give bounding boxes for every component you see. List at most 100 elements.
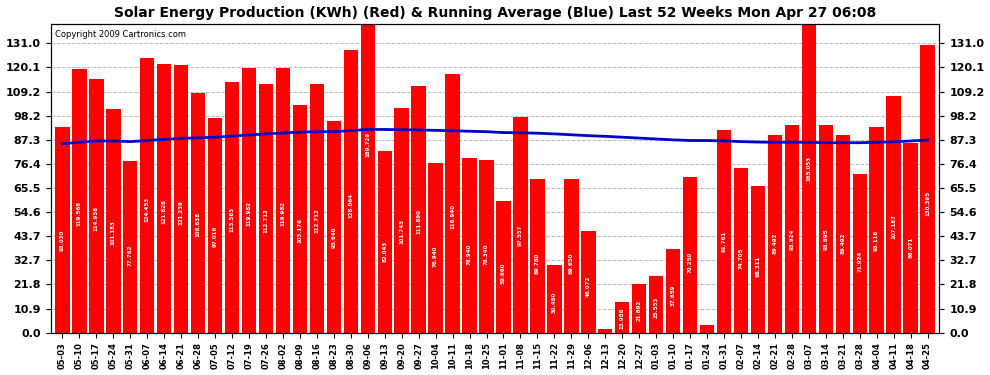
Text: 78.340: 78.340: [484, 244, 489, 266]
Bar: [462, 158, 477, 333]
Bar: [852, 174, 867, 333]
Bar: [683, 177, 697, 333]
Bar: [869, 127, 884, 333]
Bar: [191, 93, 205, 333]
Bar: [886, 96, 901, 333]
Bar: [72, 69, 86, 333]
Bar: [750, 186, 765, 333]
Bar: [225, 82, 240, 333]
Text: 69.780: 69.780: [535, 253, 540, 274]
Text: 93.030: 93.030: [60, 230, 65, 251]
Bar: [157, 64, 171, 333]
Bar: [700, 325, 714, 333]
Text: 112.712: 112.712: [315, 208, 320, 233]
Bar: [802, 0, 816, 333]
Bar: [360, 0, 375, 333]
Text: 97.016: 97.016: [213, 226, 218, 247]
Bar: [767, 135, 782, 333]
Bar: [734, 168, 748, 333]
Bar: [649, 276, 663, 333]
Bar: [327, 122, 341, 333]
Text: 111.890: 111.890: [416, 209, 421, 234]
Bar: [496, 201, 511, 333]
Text: 71.924: 71.924: [857, 251, 862, 272]
Text: 30.480: 30.480: [551, 292, 557, 313]
Bar: [446, 74, 459, 333]
Text: 25.553: 25.553: [653, 297, 658, 318]
Text: 46.072: 46.072: [586, 276, 591, 297]
Text: 37.659: 37.659: [670, 284, 675, 306]
Bar: [513, 117, 528, 333]
Text: 130.395: 130.395: [925, 190, 930, 216]
Bar: [89, 79, 104, 333]
Text: 95.640: 95.640: [332, 227, 337, 248]
Bar: [344, 50, 358, 333]
Text: 101.743: 101.743: [399, 219, 404, 244]
Text: 165.053: 165.053: [806, 156, 812, 181]
Bar: [921, 45, 935, 333]
Text: 107.187: 107.187: [891, 214, 896, 238]
Bar: [208, 118, 223, 333]
Bar: [632, 284, 646, 333]
Text: 77.762: 77.762: [128, 244, 133, 266]
Bar: [547, 265, 561, 333]
Text: 13.988: 13.988: [620, 308, 625, 329]
Text: 82.043: 82.043: [382, 240, 387, 262]
Bar: [785, 125, 799, 333]
Text: 93.895: 93.895: [824, 228, 829, 250]
Text: 189.729: 189.729: [365, 132, 370, 157]
Bar: [904, 142, 918, 333]
Bar: [394, 108, 409, 333]
Text: 89.492: 89.492: [841, 233, 845, 254]
Bar: [717, 130, 732, 333]
Bar: [531, 178, 544, 333]
Text: 113.565: 113.565: [230, 207, 235, 232]
Bar: [581, 231, 596, 333]
Text: 91.761: 91.761: [722, 231, 727, 252]
Text: 103.176: 103.176: [297, 217, 302, 243]
Text: 119.568: 119.568: [77, 201, 82, 226]
Text: 121.828: 121.828: [161, 199, 166, 224]
Text: 97.557: 97.557: [518, 225, 523, 246]
Text: 101.183: 101.183: [111, 220, 116, 245]
Bar: [836, 135, 850, 333]
Bar: [276, 68, 290, 333]
Title: Solar Energy Production (KWh) (Red) & Running Average (Blue) Last 52 Weeks Mon A: Solar Energy Production (KWh) (Red) & Ru…: [114, 6, 876, 20]
Bar: [242, 68, 256, 333]
Text: 119.982: 119.982: [280, 201, 285, 226]
Bar: [310, 84, 324, 333]
Text: 78.940: 78.940: [467, 243, 472, 265]
Text: 121.239: 121.239: [178, 200, 184, 225]
Bar: [258, 84, 273, 333]
Text: 74.705: 74.705: [739, 248, 743, 269]
Text: 21.892: 21.892: [637, 300, 642, 321]
Bar: [598, 329, 613, 333]
Text: 70.250: 70.250: [688, 252, 693, 273]
Bar: [819, 125, 833, 333]
Text: 119.982: 119.982: [247, 201, 251, 226]
Text: 124.453: 124.453: [145, 196, 149, 222]
Text: 114.958: 114.958: [94, 206, 99, 231]
Text: 116.940: 116.940: [450, 204, 455, 229]
Text: 69.650: 69.650: [569, 253, 574, 274]
Bar: [429, 163, 443, 333]
Text: 93.924: 93.924: [789, 229, 794, 250]
Bar: [174, 65, 188, 333]
Text: 59.660: 59.660: [501, 262, 506, 284]
Bar: [106, 109, 121, 333]
Bar: [377, 152, 392, 333]
Bar: [666, 249, 680, 333]
Bar: [615, 302, 630, 333]
Text: 89.492: 89.492: [772, 233, 777, 254]
Text: 112.712: 112.712: [263, 208, 268, 233]
Bar: [479, 160, 494, 333]
Bar: [564, 179, 578, 333]
Bar: [123, 161, 138, 333]
Text: 93.118: 93.118: [874, 230, 879, 251]
Bar: [55, 127, 69, 333]
Bar: [293, 105, 307, 333]
Text: 128.064: 128.064: [348, 193, 353, 218]
Text: 86.071: 86.071: [908, 237, 913, 258]
Text: Copyright 2009 Cartronics.com: Copyright 2009 Cartronics.com: [55, 30, 186, 39]
Text: 108.638: 108.638: [196, 212, 201, 237]
